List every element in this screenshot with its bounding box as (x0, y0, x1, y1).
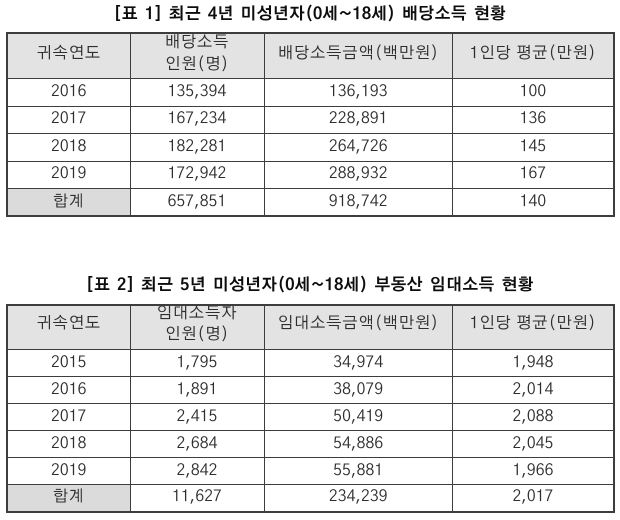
value-cell: 918,742 (263, 188, 453, 217)
value-cell: 11,627 (129, 484, 265, 512)
row-label-cell: 2019 (6, 160, 131, 189)
column-header: 배당소득금액(백만원) (263, 32, 453, 79)
column-header: 임대소득금액(백만원) (263, 304, 453, 350)
row-label-cell: 합계 (6, 484, 131, 512)
value-cell: 2,088 (452, 403, 615, 431)
value-cell: 54,886 (263, 430, 453, 458)
value-cell: 182,281 (129, 133, 265, 162)
value-cell: 172,942 (129, 160, 265, 189)
value-cell: 1,966 (452, 457, 615, 485)
value-cell: 136,193 (263, 78, 453, 107)
column-header: 귀속연도 (6, 32, 131, 79)
row-label-cell: 2016 (6, 78, 131, 107)
table1-title: [표 1] 최근 4년 미성년자(0세~18세) 배당소득 현황 (113, 6, 507, 23)
value-cell: 2,014 (452, 376, 615, 404)
value-cell: 2,842 (129, 457, 265, 485)
column-header: 임대소득자 인원(명) (129, 304, 265, 350)
value-cell: 288,932 (263, 160, 453, 189)
value-cell: 2,017 (452, 484, 615, 512)
header-row: 귀속연도 배당소득 인원(명) 배당소득금액(백만원) 1인당 평균(만원) (6, 32, 615, 79)
column-header: 배당소득 인원(명) (129, 32, 265, 79)
value-cell: 1,948 (452, 349, 615, 377)
table-row: 2019 172,942 288,932 167 (6, 160, 615, 189)
value-cell: 145 (452, 133, 615, 162)
table2-rental-income: 귀속연도 임대소득자 인원(명) 임대소득금액(백만원) 1인당 평균(만원) 2015… (6, 304, 615, 513)
table2-title: [표 2] 최근 5년 미성년자(0세~18세) 부동산 임대소득 현황 (86, 278, 534, 295)
value-cell: 50,419 (263, 403, 453, 431)
value-cell: 140 (452, 188, 615, 217)
row-label-cell: 2017 (6, 403, 131, 431)
row-label-cell: 2017 (6, 105, 131, 134)
table-row: 2017 2,415 50,419 2,088 (6, 403, 615, 431)
header-row: 귀속연도 임대소득자 인원(명) 임대소득금액(백만원) 1인당 평균(만원) (6, 304, 615, 350)
total-row: 합계 11,627 234,239 2,017 (6, 484, 615, 512)
table-row: 2018 182,281 264,726 145 (6, 133, 615, 162)
table-row: 2016 1,891 38,079 2,014 (6, 376, 615, 404)
value-cell: 167,234 (129, 105, 265, 134)
total-row: 합계 657,851 918,742 140 (6, 188, 615, 217)
column-header: 1인당 평균(만원) (452, 304, 615, 350)
value-cell: 2,415 (129, 403, 265, 431)
table-row: 2016 135,394 136,193 100 (6, 78, 615, 107)
value-cell: 1,891 (129, 376, 265, 404)
table1-dividend-income: 귀속연도 배당소득 인원(명) 배당소득금액(백만원) 1인당 평균(만원) 2016 1… (6, 32, 615, 217)
column-header: 귀속연도 (6, 304, 131, 350)
value-cell: 234,239 (263, 484, 453, 512)
table-row: 2017 167,234 228,891 136 (6, 105, 615, 134)
value-cell: 1,795 (129, 349, 265, 377)
table-row: 2019 2,842 55,881 1,966 (6, 457, 615, 485)
value-cell: 167 (452, 160, 615, 189)
row-label-cell: 2016 (6, 376, 131, 404)
value-cell: 55,881 (263, 457, 453, 485)
table-row: 2018 2,684 54,886 2,045 (6, 430, 615, 458)
row-label-cell: 2019 (6, 457, 131, 485)
value-cell: 38,079 (263, 376, 453, 404)
row-label-cell: 합계 (6, 188, 131, 217)
value-cell: 228,891 (263, 105, 453, 134)
value-cell: 136 (452, 105, 615, 134)
value-cell: 100 (452, 78, 615, 107)
row-label-cell: 2018 (6, 133, 131, 162)
value-cell: 2,684 (129, 430, 265, 458)
row-label-cell: 2018 (6, 430, 131, 458)
row-label-cell: 2015 (6, 349, 131, 377)
value-cell: 657,851 (129, 188, 265, 217)
value-cell: 2,045 (452, 430, 615, 458)
column-header: 1인당 평균(만원) (452, 32, 615, 79)
table-row: 2015 1,795 34,974 1,948 (6, 349, 615, 377)
value-cell: 34,974 (263, 349, 453, 377)
value-cell: 264,726 (263, 133, 453, 162)
value-cell: 135,394 (129, 78, 265, 107)
